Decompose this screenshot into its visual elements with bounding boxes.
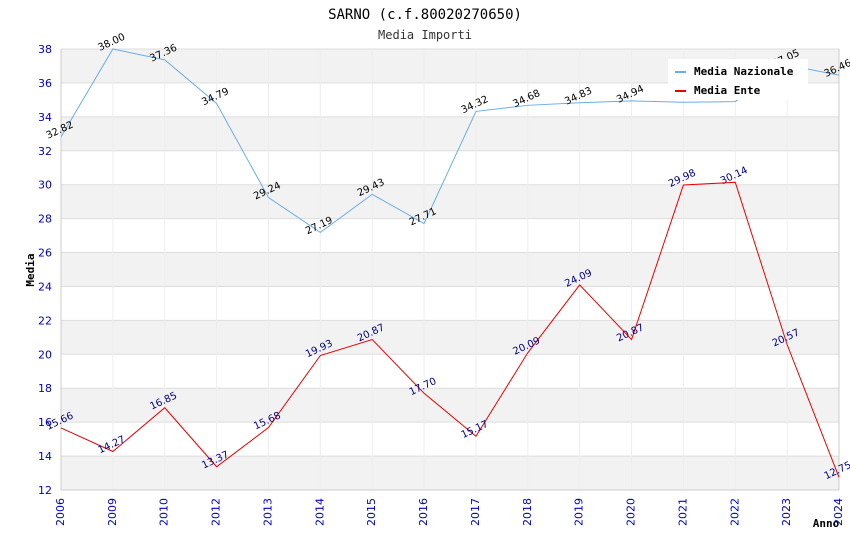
x-tick-label: 2023 [780,498,793,526]
x-tick-label: 2017 [469,498,482,526]
chart-subtitle: Media Importi [378,28,472,42]
x-tick-label: 2010 [158,498,171,526]
y-tick-label: 20 [38,348,52,361]
chart-title: SARNO (c.f.80020270650) [328,7,522,23]
x-axis-label: Anno [813,517,840,530]
grid-band [61,116,839,151]
grid-band [61,456,839,490]
grid-band [61,184,839,219]
y-tick-label: 26 [38,247,52,260]
y-tick-label: 30 [38,179,52,192]
y-tick-label: 28 [38,213,52,226]
grid-band [61,320,839,355]
legend: Media Nazionale Media Ente [668,59,808,100]
x-tick-label: 2019 [573,498,586,526]
x-tick-label: 2022 [728,498,741,526]
y-tick-label: 18 [38,382,52,395]
y-tick-label: 12 [38,484,52,497]
x-tick-label: 2024 [832,498,845,526]
y-tick-label: 38 [38,43,52,56]
grid-lines [60,48,840,491]
y-tick-label: 32 [38,145,52,158]
grid-band [61,252,839,287]
axes [60,49,840,491]
y-axis-ticks: 12 14 16 18 20 22 24 26 28 30 32 34 36 38 [38,43,52,497]
x-tick-label: 2006 [54,498,67,526]
series-line-media-nazionale [60,48,840,233]
series-line-media-ente [60,181,840,478]
y-tick-label: 24 [38,280,52,293]
legend-box [668,59,808,100]
y-tick-label: 16 [38,416,52,429]
x-tick-label: 2012 [210,498,223,526]
grid-band [61,388,839,423]
x-tick-label: 2020 [625,498,638,526]
y-tick-label: 14 [38,450,52,463]
x-tick-label: 2009 [106,498,119,526]
series-lines [60,48,840,478]
legend-entry: Media Ente [694,84,761,97]
x-tick-label: 2021 [676,498,689,526]
x-tick-label: 2015 [365,498,378,526]
x-tick-label: 2018 [521,498,534,526]
x-tick-label: 2016 [417,498,430,526]
plot-background [61,49,839,490]
y-tick-label: 36 [38,77,52,90]
legend-entry: Media Nazionale [694,65,794,78]
x-tick-label: 2013 [261,498,274,526]
x-tick-label: 2014 [313,498,326,526]
y-tick-label: 34 [38,111,52,124]
y-tick-label: 22 [38,314,52,327]
y-axis-label: Media [24,253,37,286]
x-axis-ticks: 2006 2009 2010 2012 2013 2014 2015 2016 2017 2018… [54,498,845,526]
